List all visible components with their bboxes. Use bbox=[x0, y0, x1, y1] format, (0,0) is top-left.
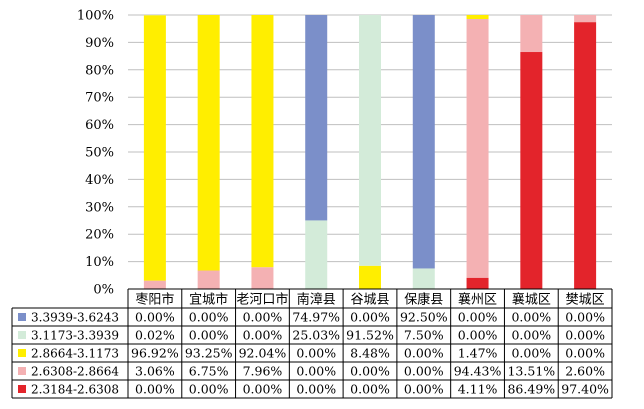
data-cell: 0.00% bbox=[296, 364, 336, 379]
legend-label: 3.1173-3.3939 bbox=[31, 329, 119, 343]
data-cell: 0.00% bbox=[350, 382, 390, 397]
legend-swatch bbox=[18, 313, 26, 321]
data-cell: 0.00% bbox=[189, 382, 229, 397]
category-label: 宜城市 bbox=[189, 292, 228, 308]
category-label: 樊城区 bbox=[566, 293, 605, 308]
data-cell: 97.40% bbox=[561, 382, 609, 397]
data-cell: 92.50% bbox=[400, 310, 448, 325]
y-tick-label: 100% bbox=[77, 9, 114, 24]
data-cell: 96.92% bbox=[131, 346, 179, 361]
bar-segment bbox=[574, 15, 597, 23]
data-cell: 86.49% bbox=[507, 382, 555, 397]
data-cell: 0.00% bbox=[511, 346, 551, 361]
data-cell: 2.60% bbox=[565, 364, 605, 379]
legend-swatch bbox=[18, 349, 26, 357]
data-cell: 7.96% bbox=[243, 364, 283, 379]
bar-segment bbox=[466, 277, 489, 289]
data-cell: 0.00% bbox=[565, 328, 605, 343]
bar-segment bbox=[359, 15, 381, 266]
legend-label: 2.6308-2.8664 bbox=[31, 365, 119, 379]
data-cell: 0.00% bbox=[350, 310, 390, 325]
bar-segment bbox=[305, 15, 328, 221]
data-cell: 0.00% bbox=[511, 328, 551, 343]
data-cell: 8.48% bbox=[350, 346, 390, 361]
data-cell: 0.00% bbox=[243, 310, 283, 325]
data-cell: 0.00% bbox=[189, 310, 229, 325]
y-tick-label: 0% bbox=[93, 283, 114, 298]
bar-segment bbox=[412, 15, 435, 269]
bar-segment bbox=[466, 19, 489, 278]
y-tick-label: 60% bbox=[85, 118, 114, 133]
y-tick-label: 40% bbox=[85, 173, 114, 188]
legend-label: 2.3184-2.6308 bbox=[31, 383, 119, 397]
data-cell: 92.04% bbox=[239, 346, 287, 361]
data-cell: 0.00% bbox=[350, 364, 390, 379]
category-label: 谷城县 bbox=[350, 293, 389, 308]
data-cell: 0.00% bbox=[135, 382, 175, 397]
y-tick-label: 50% bbox=[85, 146, 114, 161]
data-cell: 6.75% bbox=[189, 364, 229, 379]
category-label: 南漳县 bbox=[297, 292, 336, 308]
data-cell: 0.00% bbox=[296, 346, 336, 361]
y-tick-label: 30% bbox=[85, 200, 114, 215]
y-tick-label: 90% bbox=[85, 36, 114, 51]
y-tick-label: 10% bbox=[85, 255, 114, 270]
y-tick-label: 70% bbox=[85, 91, 114, 106]
data-cell: 7.50% bbox=[404, 328, 444, 343]
data-cell: 0.00% bbox=[458, 310, 498, 325]
bar-segment bbox=[574, 22, 597, 290]
y-tick-label: 80% bbox=[85, 63, 114, 78]
data-cell: 94.43% bbox=[454, 364, 502, 379]
category-label: 老河口市 bbox=[236, 292, 288, 308]
data-cell: 0.00% bbox=[404, 382, 444, 397]
data-cell: 0.00% bbox=[565, 346, 605, 361]
bar-segment bbox=[251, 267, 274, 289]
data-cell: 13.51% bbox=[507, 364, 555, 379]
data-cell: 74.97% bbox=[292, 310, 340, 325]
category-label: 襄州区 bbox=[458, 292, 497, 308]
data-cell: 1.47% bbox=[458, 346, 498, 361]
bar-segment bbox=[197, 270, 220, 289]
legend-swatch bbox=[18, 331, 26, 339]
data-cell: 93.25% bbox=[185, 346, 233, 361]
bar-segment bbox=[520, 15, 543, 53]
data-cell: 0.00% bbox=[243, 382, 283, 397]
bar-segment bbox=[197, 15, 220, 271]
data-cell: 0.00% bbox=[296, 382, 336, 397]
legend-label: 2.8664-3.1173 bbox=[31, 347, 119, 361]
data-cell: 25.03% bbox=[292, 328, 340, 343]
data-cell: 0.00% bbox=[189, 328, 229, 343]
data-cell: 0.02% bbox=[135, 328, 175, 343]
bar-segment bbox=[143, 280, 166, 289]
legend-label: 3.3939-3.6243 bbox=[31, 311, 119, 325]
data-cell: 0.00% bbox=[404, 364, 444, 379]
bar-segment bbox=[305, 220, 328, 289]
bar-segment bbox=[466, 14, 489, 20]
bar-segment bbox=[359, 265, 381, 289]
legend-swatch bbox=[18, 367, 26, 375]
data-cell: 0.00% bbox=[404, 346, 444, 361]
category-label: 枣阳市 bbox=[135, 292, 174, 308]
bar-segment bbox=[143, 15, 166, 281]
data-cell: 0.00% bbox=[135, 310, 175, 325]
category-label: 保康县 bbox=[404, 292, 443, 308]
data-cell: 3.06% bbox=[135, 364, 175, 379]
category-label: 襄城区 bbox=[512, 292, 551, 308]
data-cell: 91.52% bbox=[346, 328, 394, 343]
data-cell: 0.00% bbox=[458, 328, 498, 343]
bar-segment bbox=[251, 15, 274, 268]
data-cell: 4.11% bbox=[458, 382, 498, 397]
legend-swatch bbox=[18, 385, 26, 393]
bar-segment bbox=[412, 268, 435, 289]
y-tick-label: 20% bbox=[85, 228, 114, 243]
data-cell: 0.00% bbox=[511, 310, 551, 325]
data-cell: 0.00% bbox=[565, 310, 605, 325]
data-cell: 0.00% bbox=[243, 328, 283, 343]
bar-segment bbox=[520, 52, 543, 290]
